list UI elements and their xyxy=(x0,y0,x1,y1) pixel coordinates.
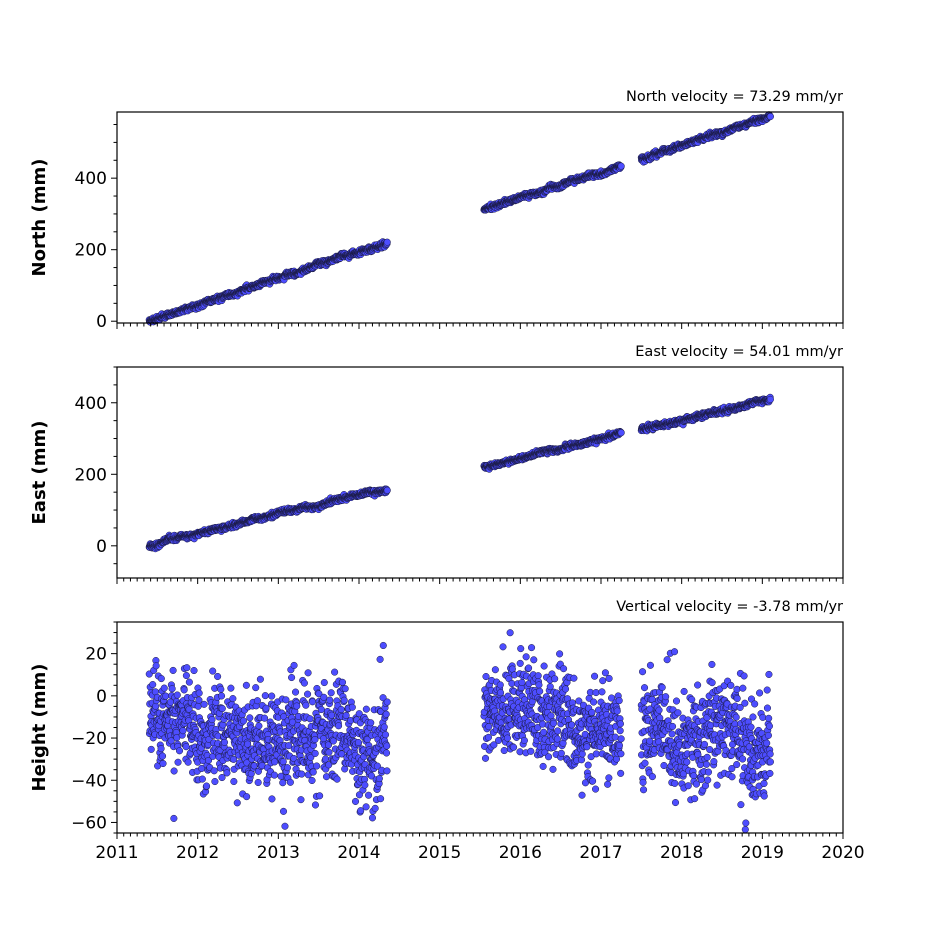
height-data-point xyxy=(291,688,300,696)
height-data-point xyxy=(185,678,193,686)
height-data-point xyxy=(243,793,251,801)
height-data-point xyxy=(211,777,219,786)
height-data-point xyxy=(174,758,182,766)
height-data-point xyxy=(255,722,263,730)
height-data-point xyxy=(230,777,238,786)
height-data-point xyxy=(182,743,190,751)
height-data-point xyxy=(242,681,250,689)
height-data-point xyxy=(168,685,176,693)
height-data-point xyxy=(149,681,157,689)
height-data-point xyxy=(253,697,261,705)
height-data-point xyxy=(223,769,231,777)
height-data-point xyxy=(262,704,270,712)
height-data-point xyxy=(268,692,276,700)
height-data-point xyxy=(198,775,206,783)
height-data-point xyxy=(239,717,247,725)
height-data-point xyxy=(290,661,298,669)
height-data-point xyxy=(261,692,269,700)
height-data-point xyxy=(252,684,260,692)
height-data-point xyxy=(162,692,170,700)
height-data-point xyxy=(147,745,155,753)
height-data-point xyxy=(218,704,226,713)
height-data-point xyxy=(200,700,208,708)
height-data-point xyxy=(250,762,258,770)
north-panel: 0 200 400 North velocity = 73.29 mm/yr North… xyxy=(29,89,844,332)
height-data-point xyxy=(217,692,226,700)
north-y-axis-label: North (mm) xyxy=(29,159,50,277)
height-data-point xyxy=(246,714,254,722)
east-data-point xyxy=(617,429,625,437)
height-data-point xyxy=(190,666,198,675)
height-data-point xyxy=(279,807,288,815)
height-data-point xyxy=(157,745,165,753)
east-y-tick-label: 0 xyxy=(96,537,107,557)
north-points xyxy=(145,111,774,326)
height-data-point xyxy=(297,796,305,804)
east-y-tick-label: 200 xyxy=(75,465,107,485)
height-data-point xyxy=(184,758,192,766)
height-data-point xyxy=(214,672,222,681)
height-data-point xyxy=(195,689,203,697)
east-velocity-title: East velocity = 54.01 mm/yr xyxy=(635,344,843,360)
north-y-tick-label: 400 xyxy=(75,169,107,189)
height-points xyxy=(145,629,774,834)
height-data-point xyxy=(209,667,217,675)
height-data-point xyxy=(169,666,177,674)
height-data-point xyxy=(229,695,237,703)
height-data-point xyxy=(281,822,289,830)
height-data-point xyxy=(217,685,225,693)
height-data-point xyxy=(157,675,165,683)
height-data-point xyxy=(182,671,190,680)
east-axes-frame xyxy=(116,366,844,579)
east-points xyxy=(145,393,774,553)
north-data-point xyxy=(766,113,774,121)
height-data-point xyxy=(173,691,181,699)
north-data-point xyxy=(383,238,391,246)
height-data-point xyxy=(298,770,306,778)
east-panel: 0 200 400 East velocity = 54.01 mm/yr East (… xyxy=(29,344,844,584)
east-y-axis-label: East (mm) xyxy=(29,421,50,525)
height-data-point xyxy=(175,747,184,755)
height-data-point xyxy=(286,778,294,786)
height-data-point xyxy=(261,714,269,722)
height-data-point xyxy=(203,782,211,790)
height-data-point xyxy=(170,767,178,775)
height-data-point xyxy=(160,684,168,692)
height-data-point xyxy=(152,662,160,670)
height-data-point xyxy=(268,795,276,803)
height-data-point xyxy=(170,814,178,822)
height-data-point xyxy=(220,738,229,746)
height-data-point xyxy=(283,764,291,772)
north-y-tick-label: 0 xyxy=(96,312,107,332)
height-data-point xyxy=(233,799,241,807)
east-data-point xyxy=(766,395,774,403)
height-data-point xyxy=(208,716,216,724)
height-data-point xyxy=(183,664,191,672)
height-data-point xyxy=(293,702,301,710)
height-data-point xyxy=(159,759,167,768)
north-data-point xyxy=(617,162,625,170)
east-data-point xyxy=(383,486,391,494)
height-data-point xyxy=(158,752,167,760)
height-data-point xyxy=(254,778,262,787)
north-y-tick-label: 200 xyxy=(75,241,107,261)
height-data-point xyxy=(288,673,296,682)
height-data-point xyxy=(300,679,308,687)
height-data-point xyxy=(256,675,264,683)
north-velocity-title: North velocity = 73.29 mm/yr xyxy=(626,89,843,105)
height-data-point xyxy=(270,771,278,779)
height-data-point xyxy=(179,727,187,735)
height-data-point xyxy=(279,758,287,766)
height-data-point xyxy=(282,696,290,704)
east-y-tick-label: 400 xyxy=(75,394,107,414)
height-data-point xyxy=(194,702,202,710)
height-data-point xyxy=(210,767,218,775)
height-data-point xyxy=(180,686,188,694)
height-data-point xyxy=(227,684,235,692)
height-data-point xyxy=(271,758,279,766)
